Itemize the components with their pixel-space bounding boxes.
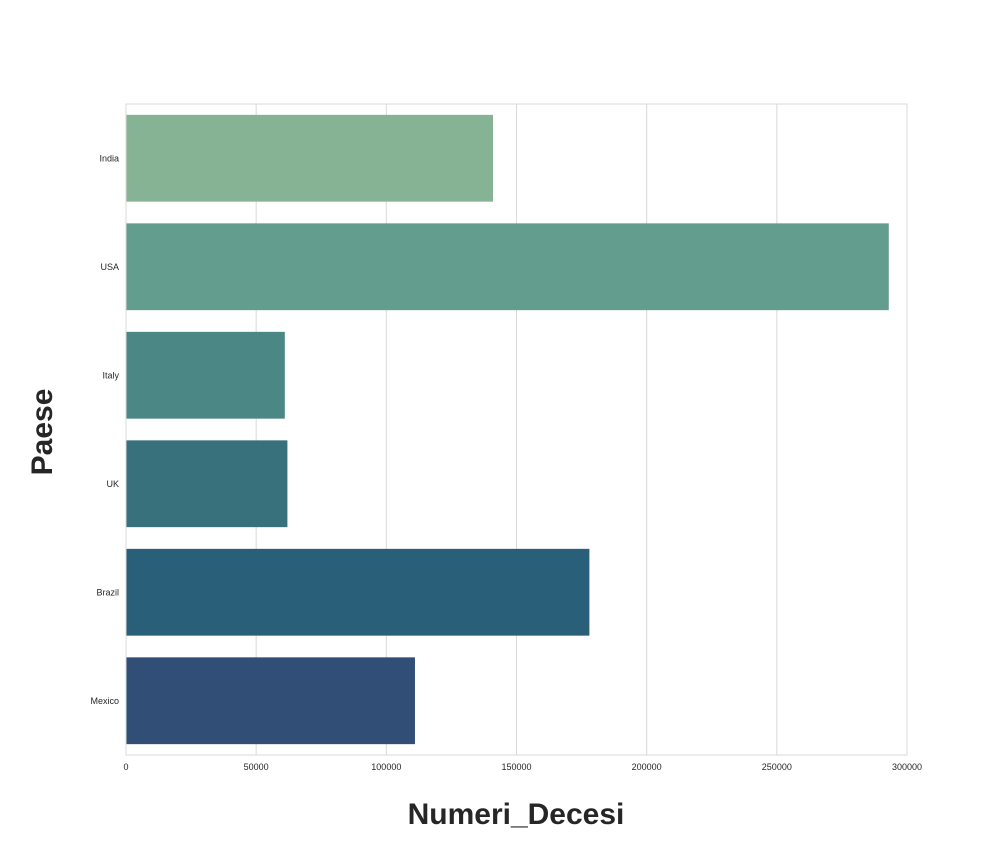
bar-mexico [126, 657, 415, 745]
x-tick-label: 0 [123, 762, 128, 772]
x-tick-labels: 0 50000 100000 150000 200000 250000 300000 [123, 762, 922, 772]
bar-india [126, 114, 494, 202]
x-tick-label: 300000 [892, 762, 922, 772]
plot-frame [125, 103, 908, 756]
bars [126, 114, 889, 745]
y-axis-title: Paese [26, 389, 59, 476]
x-tick-label: 200000 [632, 762, 662, 772]
y-tick-label: Brazil [96, 587, 119, 597]
x-axis-title: Numeri_Decesi [408, 798, 625, 831]
y-tick-label: Italy [102, 370, 119, 380]
x-tick-label: 50000 [244, 762, 269, 772]
x-tick-label: 250000 [762, 762, 792, 772]
bar-brazil [126, 548, 590, 636]
grid-lines [255, 104, 778, 755]
bar-italy [126, 331, 285, 419]
bar-usa [126, 223, 889, 311]
bar-uk [126, 440, 288, 528]
y-tick-labels: India USA Italy UK Brazil Mexico [90, 153, 119, 706]
y-tick-label: Mexico [90, 696, 119, 706]
y-tick-label: UK [106, 479, 119, 489]
y-tick-label: India [99, 153, 119, 163]
y-tick-label: USA [100, 262, 119, 272]
x-tick-label: 100000 [371, 762, 401, 772]
x-tick-label: 150000 [501, 762, 531, 772]
